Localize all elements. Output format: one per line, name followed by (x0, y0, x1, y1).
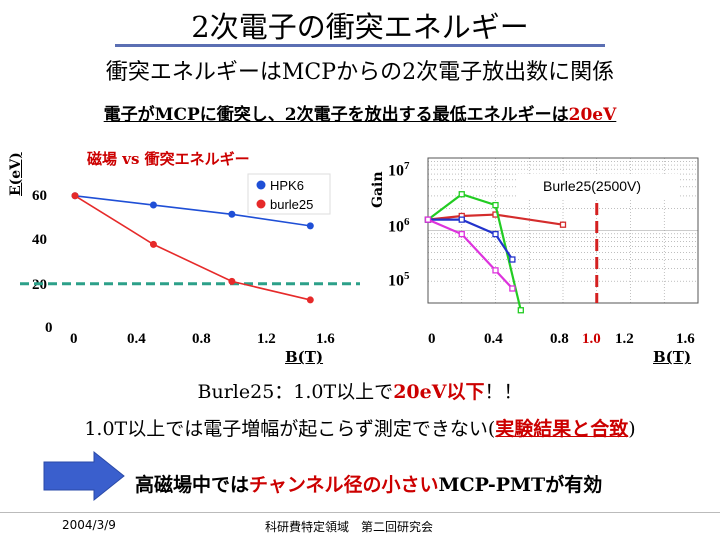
footer-date: 2004/3/9 (62, 518, 116, 532)
gain-ytick: 105 (388, 270, 410, 290)
gain-point-blue (458, 216, 465, 223)
arrow-icon (43, 450, 125, 502)
gain-ytick-exponent: 6 (404, 216, 410, 228)
footer-divider (0, 512, 720, 513)
gain-point-magenta (492, 267, 499, 274)
gain-point-blue (509, 256, 516, 263)
conclusion-3-prefix: 高磁場中では (135, 474, 250, 496)
gain-series-line-red (427, 213, 564, 226)
energy-xtick: 1.6 (316, 331, 335, 347)
legend-label-burle25: burle25 (270, 197, 313, 212)
energy-legend: HPK6 burle25 (247, 173, 331, 215)
conclusion-2-suffix: ) (628, 418, 636, 440)
gain-ytick: 107 (388, 160, 410, 180)
gain-point-magenta (424, 216, 432, 223)
legend-marker-hpk6 (256, 180, 266, 190)
gain-point-blue (492, 230, 499, 238)
conclusion-1-highlight: 20eV以下 (393, 381, 485, 403)
energy-point-burle25 (71, 192, 79, 200)
energy-point-HPK6 (306, 222, 314, 230)
conclusion-3-suffix: MCP-PMTが有効 (438, 474, 603, 496)
gain-point-magenta (509, 285, 516, 292)
gain-chart: Gain 107 106 105 Burle25(2500V) 0 0.4 0.… (368, 148, 720, 373)
energy-plot: HPK6 burle25 (20, 173, 360, 304)
gain-xtick: 0.8 (550, 331, 569, 347)
title-underline (115, 44, 605, 47)
gain-xtick: 0.4 (484, 331, 503, 347)
energy-series-line-HPK6 (74, 194, 311, 227)
energy-ytick: 40 (32, 232, 47, 248)
threshold-note-text: 電子がMCPに衝突し、2次電子を放出する最低エネルギーは (103, 105, 569, 125)
conclusion-line-3: 高磁場中ではチャンネル径の小さいMCP-PMTが有効 (135, 470, 602, 497)
energy-xtick: 0.4 (127, 331, 146, 347)
conclusion-line-1: Burle25：1.0T以上で20eV以下！！ (0, 377, 720, 404)
conclusion-2-highlight: 実験結果と合致 (495, 418, 629, 440)
gain-series-line-green (427, 193, 522, 311)
energy-ytick: 60 (32, 188, 47, 204)
legend-marker-burle25 (256, 199, 266, 209)
threshold-note: 電子がMCPに衝突し、2次電子を放出する最低エネルギーは20eV (0, 100, 720, 125)
conclusion-1-suffix: ！！ (484, 381, 523, 403)
gain-frame (427, 157, 699, 304)
energy-point-burle25 (306, 296, 314, 304)
gain-series-line-blue (428, 218, 514, 261)
conclusion-2-prefix: 1.0T以上では電子増幅が起こらず測定できない( (84, 418, 496, 440)
gain-xtick-highlight: 1.0 (582, 331, 601, 347)
energy-chart: 磁場 vs 衝突エネルギー E(eV) 60 40 20 0 0 0.4 0.8… (8, 148, 370, 373)
gain-ytick: 106 (388, 216, 410, 236)
energy-point-burle25 (149, 240, 157, 248)
energy-xtick: 0.8 (192, 331, 211, 347)
gain-point-green (492, 201, 499, 209)
energy-chart-title: 磁場 vs 衝突エネルギー (87, 150, 250, 168)
gain-xtick: 0 (428, 331, 436, 347)
slide-title: 2次電子の衝突エネルギー (191, 10, 529, 44)
energy-ytick: 0 (45, 320, 53, 336)
gain-chart-xlabel: B(T) (653, 348, 692, 366)
gain-title-bg (518, 174, 678, 198)
gain-point-green (517, 307, 524, 314)
conclusion-3-highlight: チャンネル径の小さい (249, 474, 439, 496)
gain-chart-title: Burle25(2500V) (543, 178, 641, 194)
gain-ytick-exponent: 5 (404, 270, 410, 282)
slide-subtitle: 衝突エネルギーはMCPからの2次電子放出数に関係 (105, 60, 615, 85)
conclusion-line-2: 1.0T以上では電子増幅が起こらず測定できない(実験結果と合致) (0, 414, 720, 441)
threshold-note-value: 20eV (568, 105, 617, 125)
gain-point-red (559, 221, 567, 228)
energy-point-HPK6 (228, 210, 236, 218)
gain-grid (428, 158, 699, 304)
gain-series-line-magenta (427, 218, 514, 290)
gain-point-magenta (458, 230, 465, 238)
energy-chart-xlabel: B(T) (285, 348, 324, 366)
gain-ytick-exponent: 7 (404, 160, 410, 172)
gain-plot: Burle25(2500V) (424, 157, 699, 314)
conclusion-1-prefix: Burle25：1.0T以上で (197, 381, 394, 403)
legend-label-hpk6: HPK6 (270, 178, 304, 193)
footer-event: 科研費特定領域 第二回研究会 (265, 520, 434, 534)
gain-xtick: 1.2 (615, 331, 634, 347)
energy-xtick: 0 (70, 331, 78, 347)
gain-xtick: 1.6 (676, 331, 695, 347)
gain-point-green (458, 191, 465, 198)
energy-point-HPK6 (149, 201, 157, 209)
energy-xtick: 1.2 (257, 331, 276, 347)
energy-series-line-burle25 (74, 195, 311, 301)
energy-point-burle25 (228, 277, 236, 285)
